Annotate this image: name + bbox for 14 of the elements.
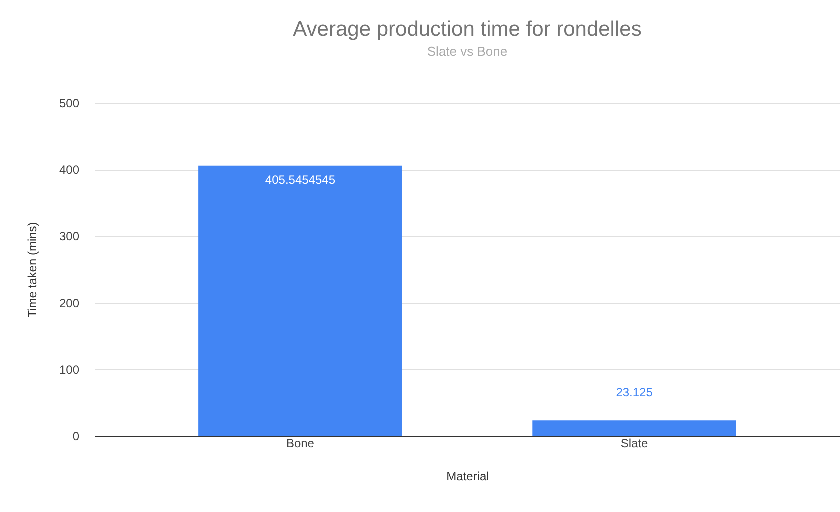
y-tick-label: 0: [72, 430, 80, 444]
y-tick-label: 100: [59, 362, 80, 377]
y-axis-title: Time taken (mins): [25, 222, 40, 318]
x-tick-label: Slate: [620, 436, 649, 450]
chart-title: Average production time for rondelles: [293, 18, 642, 41]
y-tick-label: 500: [59, 96, 80, 110]
x-axis-title: Material: [446, 470, 490, 484]
y-tick-label: 400: [59, 163, 80, 178]
data-label: 405.5454545: [265, 172, 336, 187]
x-tick-label: Bone: [286, 436, 315, 450]
data-label: 23.125: [616, 386, 654, 400]
y-tick-label: 200: [59, 296, 80, 310]
chart-subtitle: Slate vs Bone: [427, 44, 508, 59]
y-tick-label: 300: [59, 230, 80, 244]
